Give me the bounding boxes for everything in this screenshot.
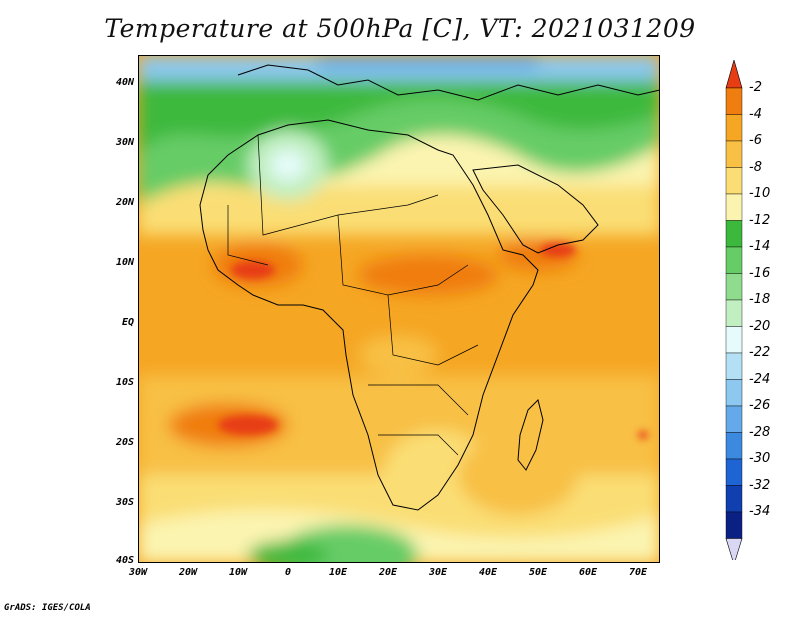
colorbar-tick-label: -34 — [749, 504, 771, 519]
temperature-map — [138, 55, 660, 563]
lat-label: EQ — [121, 317, 134, 328]
map-canvas — [138, 55, 660, 563]
colorbar-tick-label: -22 — [749, 345, 771, 360]
chart-title: Temperature at 500hPa [C], VT: 202103120… — [104, 14, 696, 43]
colorbar — [725, 60, 743, 560]
lat-label: 40N — [115, 77, 134, 88]
colorbar-swatch — [725, 458, 743, 486]
colorbar-swatch — [725, 352, 743, 380]
arabia-outline — [472, 164, 599, 254]
colorbar-tick-label: -24 — [749, 371, 771, 387]
colorbar-swatch — [725, 511, 743, 539]
colorbar-tick-label: -2 — [749, 80, 762, 95]
lat-label: 20S — [115, 437, 134, 448]
country-borders — [227, 134, 479, 456]
colorbar-swatch — [725, 379, 743, 407]
colorbar-top-arrow — [725, 60, 743, 89]
lon-label: 20W — [178, 567, 198, 578]
colorbar-swatch — [725, 326, 743, 354]
colorbar-tick-label: -32 — [749, 477, 771, 493]
lon-label: 40E — [478, 567, 498, 578]
colorbar-swatch — [725, 485, 743, 513]
lat-label: 30N — [115, 137, 134, 148]
colorbar-swatch — [725, 87, 743, 115]
colorbar-tick-label: -6 — [749, 133, 762, 148]
lon-label: 50E — [528, 567, 548, 578]
colorbar-swatch — [725, 167, 743, 195]
colorbar-tick-label: -8 — [749, 159, 762, 175]
colorbar-tick-label: -4 — [749, 106, 762, 122]
credit-text: GrADS: IGES/COLA — [4, 603, 91, 613]
colorbar-swatch — [725, 405, 743, 433]
lon-label: 70E — [628, 567, 648, 578]
lon-label: 10W — [228, 567, 248, 578]
lat-label: 10N — [115, 257, 134, 268]
colorbar-bottom-arrow — [725, 538, 743, 560]
colorbar-swatch — [725, 273, 743, 301]
europe-outline — [237, 64, 660, 101]
madagascar-outline — [517, 399, 544, 471]
colorbar-tick-label: -18 — [749, 292, 771, 307]
lon-label: 30W — [128, 567, 148, 578]
colorbar-swatch — [725, 140, 743, 168]
colorbar-swatch — [725, 193, 743, 221]
colorbar-swatch — [725, 432, 743, 460]
colorbar-tick-label: -30 — [749, 451, 771, 466]
colorbar-swatch — [725, 220, 743, 248]
lat-label: 20N — [115, 197, 134, 208]
colorbar-swatch — [725, 114, 743, 142]
lon-label: 10E — [328, 567, 348, 578]
lat-label: 10S — [115, 377, 134, 388]
colorbar-tick-label: -14 — [749, 239, 771, 254]
colorbar-tick-label: -20 — [749, 318, 771, 334]
colorbar-tick-label: -16 — [749, 265, 771, 281]
colorbar-tick-label: -28 — [749, 424, 771, 440]
colorbar-tick-label: -10 — [749, 186, 771, 201]
colorbar-tick-label: -12 — [749, 212, 771, 228]
lon-label: 20E — [378, 567, 398, 578]
colorbar-swatch — [725, 299, 743, 327]
lon-label: 0 — [284, 567, 292, 578]
lat-label: 30S — [115, 497, 134, 508]
africa-coastline — [199, 119, 539, 511]
colorbar-swatch — [725, 246, 743, 274]
map-frame — [138, 55, 660, 563]
temperature-field — [138, 55, 660, 563]
lat-label: 40S — [115, 555, 134, 566]
colorbar-tick-label: -26 — [749, 398, 771, 413]
lon-label: 30E — [428, 567, 448, 578]
lon-label: 60E — [578, 567, 598, 578]
